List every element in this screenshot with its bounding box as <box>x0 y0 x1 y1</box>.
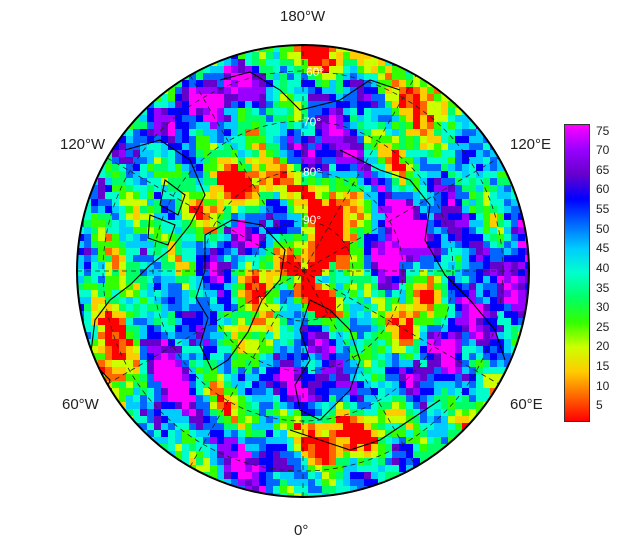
colorbar-tick: 25 <box>596 320 610 334</box>
lat-label-60: 60° <box>306 65 324 79</box>
lat-label-80: 80° <box>303 165 321 179</box>
colorbar <box>564 124 590 422</box>
lon-label-120e: 120°E <box>510 136 552 153</box>
map-border <box>76 44 530 498</box>
colorbar-tick: 50 <box>596 222 610 236</box>
lat-label-70: 70° <box>303 115 321 129</box>
colorbar-tick: 70 <box>596 143 610 157</box>
colorbar-tick: 30 <box>596 300 610 314</box>
graticule <box>77 45 529 497</box>
colorbar-tick: 55 <box>596 202 610 216</box>
lon-label-0: 0° <box>294 522 309 539</box>
colorbar-tick: 5 <box>596 398 603 412</box>
lat-label-90: 90° <box>303 213 321 227</box>
colorbar-tick: 10 <box>596 379 610 393</box>
colorbar-tick: 65 <box>596 163 610 177</box>
colorbar-tick: 40 <box>596 261 610 275</box>
lon-label-180w: 180°W <box>280 8 326 25</box>
lon-label-120w: 120°W <box>60 136 106 153</box>
colorbar-tick: 75 <box>596 124 610 138</box>
colorbar-tick: 45 <box>596 241 610 255</box>
lon-label-60w: 60°W <box>62 396 99 413</box>
colorbar-tick: 15 <box>596 359 610 373</box>
data-field <box>77 45 529 497</box>
lon-label-60e: 60°E <box>510 396 543 413</box>
colorbar-tick: 60 <box>596 182 610 196</box>
colorbar-tick: 35 <box>596 281 610 295</box>
colorbar-tick: 20 <box>596 339 610 353</box>
